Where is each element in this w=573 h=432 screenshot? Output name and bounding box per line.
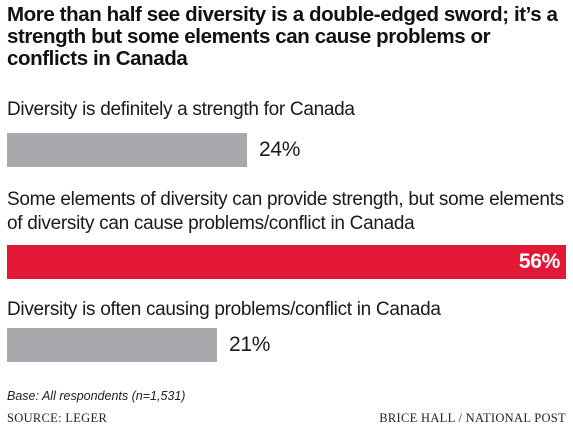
category-label: Some elements of diversity can provide s… — [7, 189, 564, 234]
bar — [7, 328, 217, 362]
base-note: Base: All respondents (n=1,531) — [7, 389, 186, 403]
bar — [7, 245, 566, 279]
chart-title: More than half see diversity is a double… — [7, 3, 558, 70]
bar — [7, 133, 247, 167]
value-label: 56% — [518, 250, 560, 273]
artist-credit: BRICE HALL / NATIONAL POST — [379, 411, 566, 425]
value-label: 21% — [229, 333, 271, 356]
category-label: Diversity is often causing problems/conf… — [7, 299, 441, 320]
value-label: 24% — [259, 138, 301, 161]
source-credit: SOURCE: LEGER — [7, 411, 108, 425]
category-label: Diversity is definitely a strength for C… — [7, 99, 355, 120]
